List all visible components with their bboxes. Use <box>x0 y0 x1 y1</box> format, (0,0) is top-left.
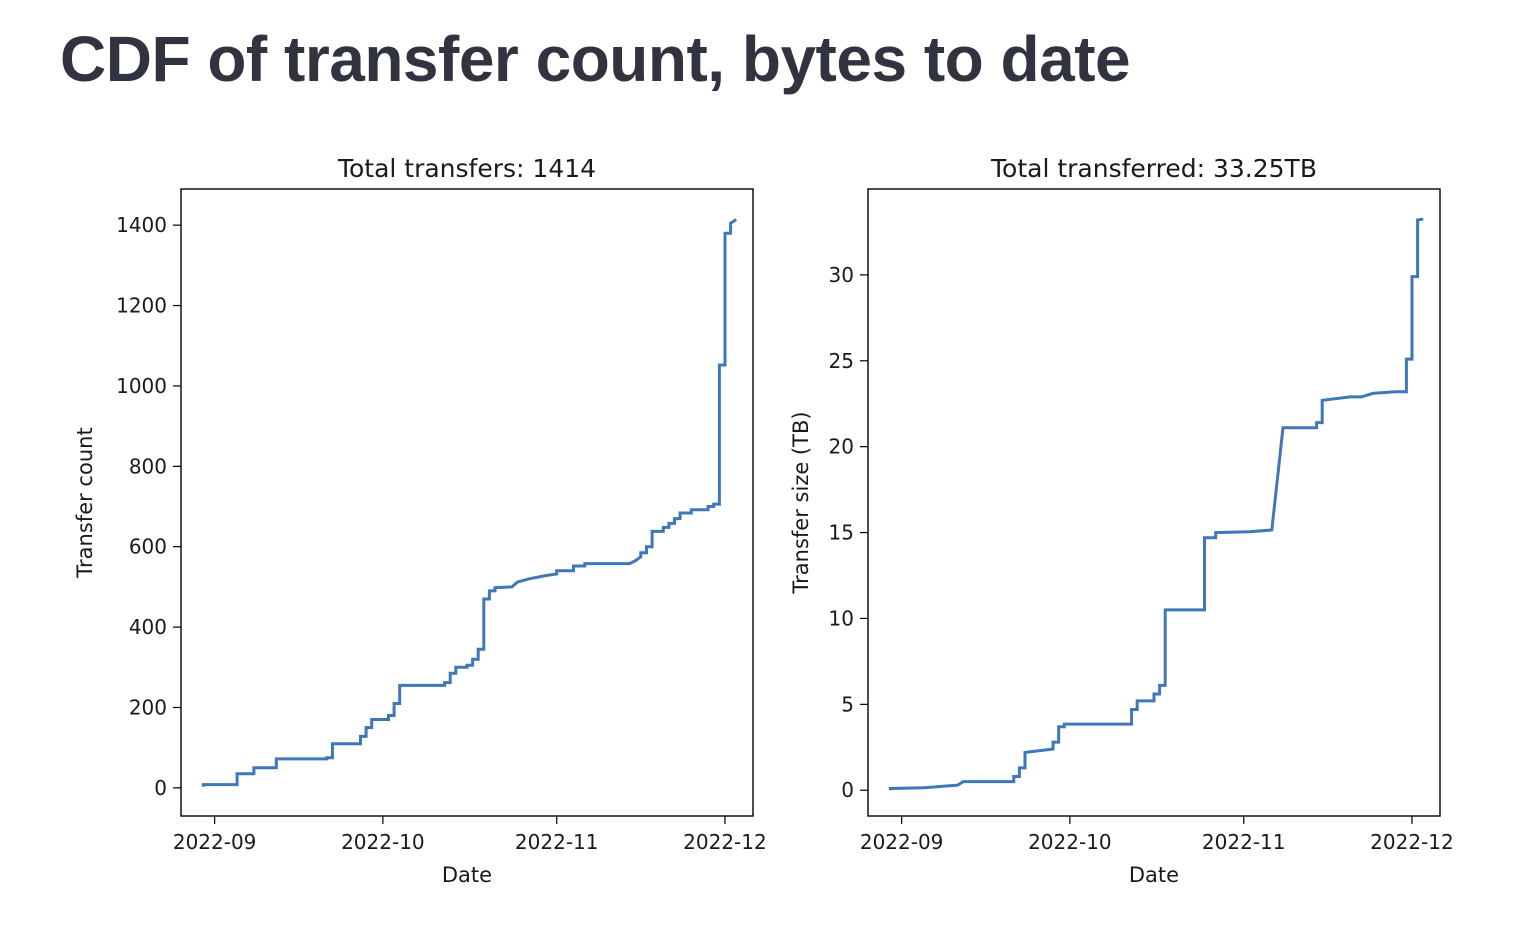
transfer-size-x-tick-label: 2022-09 <box>860 830 944 854</box>
transfer-size-y-tick-label: 5 <box>841 692 854 716</box>
chart-transfer-count: 2022-09 2022-10 2022-11 2022-12 0 200 400 600 80… <box>73 154 767 887</box>
transfer-size-y-tick-label: 25 <box>829 349 854 373</box>
transfer-size-y-tick-label: 30 <box>829 263 854 287</box>
transfer-count-series-line <box>201 218 738 787</box>
transfer-count-chart-title: Total transfers: 1414 <box>337 154 596 183</box>
transfer-count-y-tick-label: 0 <box>154 776 167 800</box>
transfer-size-chart-title: Total transferred: 33.25TB <box>990 154 1317 183</box>
transfer-count-y-tick-label: 1400 <box>116 213 167 237</box>
transfer-size-x-tick-label: 2022-10 <box>1028 830 1112 854</box>
transfer-size-x-tick-label: 2022-11 <box>1202 830 1286 854</box>
chart-transfer-size: 2022-09 2022-10 2022-11 2022-12 0 5 10 15 20 25 30… <box>789 154 1454 887</box>
transfer-count-x-tick-label: 2022-10 <box>341 830 425 854</box>
transfer-count-axes-frame <box>180 188 754 817</box>
transfer-size-y-axis-label: Transfer size (TB) <box>789 411 813 594</box>
transfer-size-series-line <box>888 217 1424 791</box>
transfer-size-y-tick-label: 10 <box>829 606 854 630</box>
transfer-count-y-tick-label: 800 <box>129 454 167 478</box>
transfer-count-y-tick-label: 1000 <box>116 374 167 398</box>
transfer-size-y-tick-label: 20 <box>829 435 854 459</box>
transfer-size-axes-frame <box>867 188 1441 817</box>
transfer-size-x-axis-label: Date <box>1129 863 1179 887</box>
transfer-count-x-tick-label: 2022-11 <box>515 830 599 854</box>
transfer-count-y-tick-label: 200 <box>129 695 167 719</box>
transfer-count-y-tick-label: 400 <box>129 615 167 639</box>
transfer-size-x-tick-label: 2022-12 <box>1370 830 1454 854</box>
transfer-count-x-tick-label: 2022-12 <box>683 830 767 854</box>
transfer-count-y-tick-label: 600 <box>129 535 167 559</box>
page-title: CDF of transfer count, bytes to date <box>60 23 1131 95</box>
transfer-count-y-axis-label: Transfer count <box>73 427 97 578</box>
transfer-count-x-tick-label: 2022-09 <box>173 830 257 854</box>
transfer-size-y-tick-label: 15 <box>829 521 854 545</box>
transfer-count-y-tick-label: 1200 <box>116 294 167 318</box>
transfer-count-x-axis-label: Date <box>442 863 492 887</box>
transfer-size-y-tick-label: 0 <box>841 778 854 802</box>
